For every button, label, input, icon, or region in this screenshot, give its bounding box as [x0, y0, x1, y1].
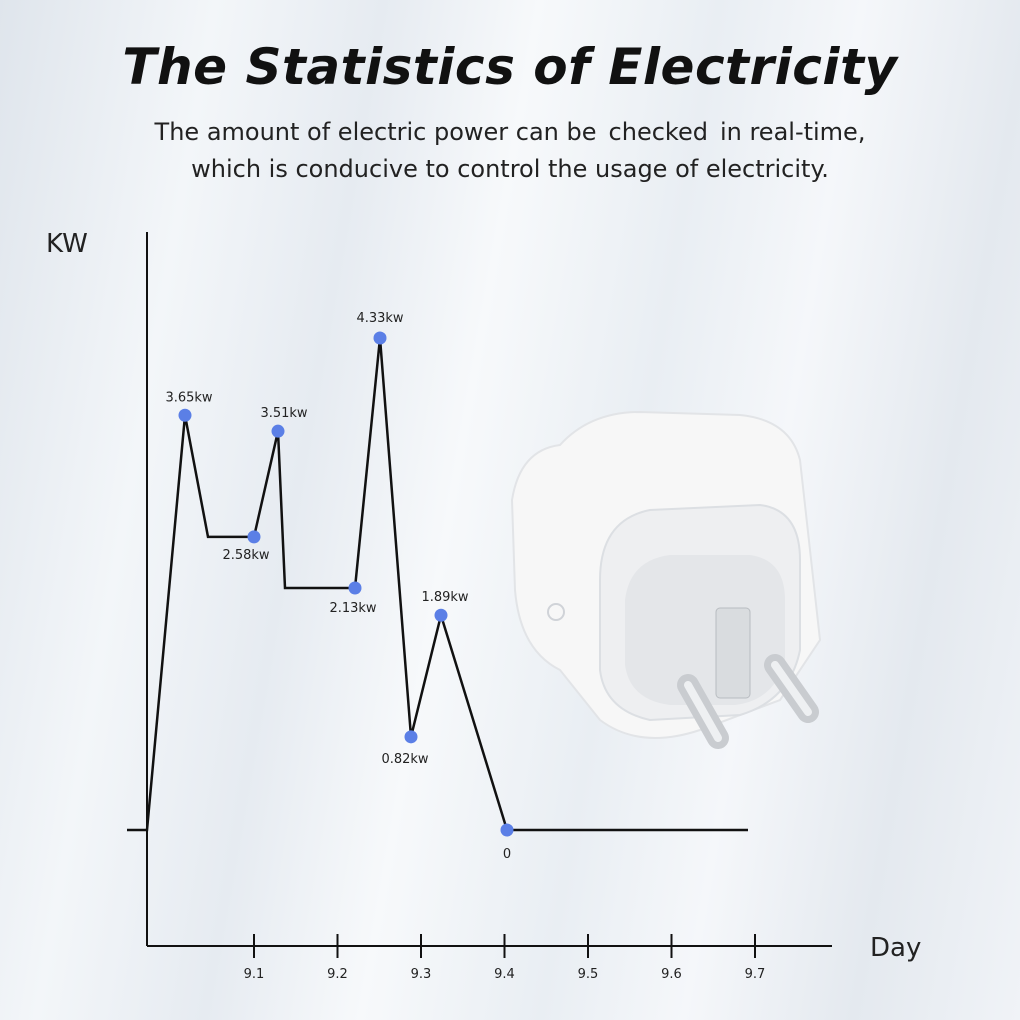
data-label: 2.13kw: [329, 601, 376, 616]
subtitle-part-a: The amount of electric power can be: [154, 118, 597, 146]
smart-plug-image: [510, 410, 822, 749]
data-point: [271, 424, 285, 438]
data-label: 0: [503, 847, 511, 862]
x-tick-label: 9.5: [578, 967, 599, 982]
subtitle-part-b: checked: [608, 118, 708, 146]
x-ticks: 9.1 9.2 9.3 9.4 9.5 9.6 9.7: [244, 934, 766, 982]
data-point: [247, 530, 261, 544]
subtitle-line-2: which is conducive to control the usage …: [191, 155, 829, 183]
data-point: [373, 331, 387, 345]
series: 3.65kw 2.58kw 3.51kw 2.13kw 4.33kw 0.82kw 1.89…: [127, 311, 748, 862]
x-tick-label: 9.1: [244, 967, 265, 982]
subtitle-part-c: in real-time,: [719, 118, 866, 146]
data-label: 3.65kw: [165, 390, 212, 405]
x-tick-label: 9.3: [411, 967, 432, 982]
x-axis-label: Day: [870, 933, 921, 963]
x-tick-label: 9.2: [327, 967, 348, 982]
data-label: 0.82kw: [381, 752, 428, 767]
y-axis-label: KW: [46, 229, 88, 259]
data-point: [178, 408, 192, 422]
data-point: [404, 730, 418, 744]
x-tick-label: 9.4: [494, 967, 515, 982]
data-label: 1.89kw: [421, 590, 468, 605]
x-tick-label: 9.7: [745, 967, 766, 982]
data-point: [348, 581, 362, 595]
data-label: 2.58kw: [222, 548, 269, 563]
page-title: The Statistics of Electricity: [122, 38, 898, 96]
subtitle-line-1: The amount of electric power can be check…: [0, 118, 1020, 146]
data-label: 3.51kw: [260, 406, 307, 421]
data-point: [434, 608, 448, 622]
data-label: 4.33kw: [356, 311, 403, 326]
data-point: [500, 823, 514, 837]
x-tick-label: 9.6: [661, 967, 682, 982]
